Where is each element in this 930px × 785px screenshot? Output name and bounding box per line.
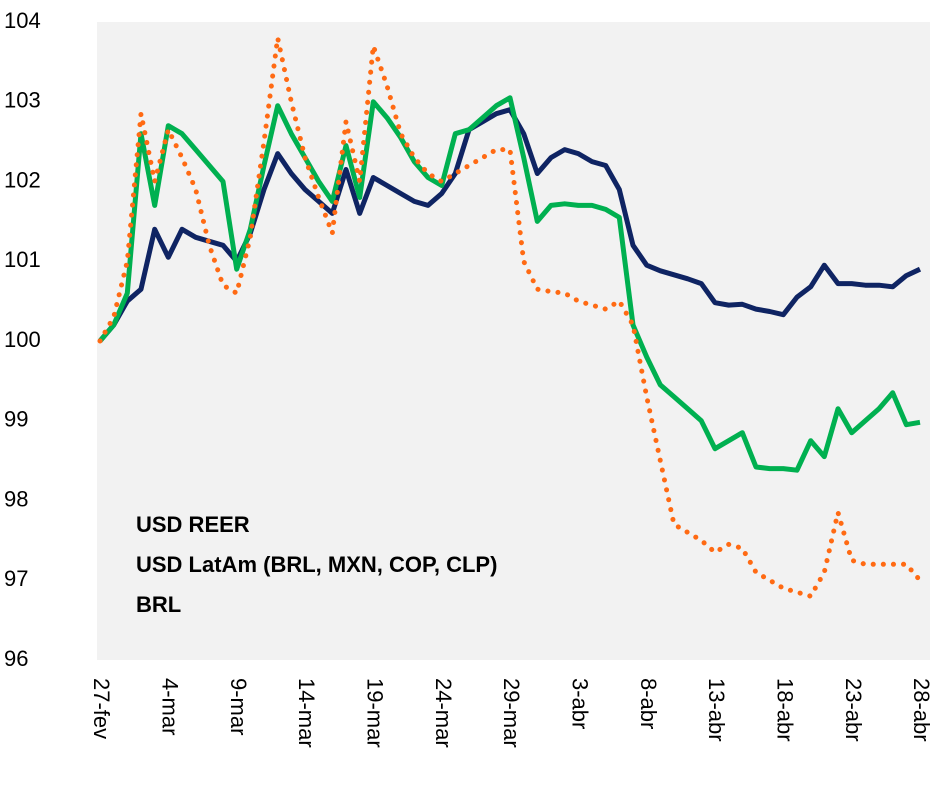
- x-tick-label: 24-mar: [431, 678, 456, 748]
- x-tick-label: 9-mar: [226, 678, 251, 735]
- x-tick-label: 13-abr: [704, 678, 729, 742]
- x-tick-label: 28-abr: [909, 678, 930, 742]
- line-series: [97, 35, 923, 599]
- x-tick-label: 14-mar: [294, 678, 319, 748]
- legend-entry: USD LatAm (BRL, MXN, COP, CLP): [136, 552, 497, 577]
- x-tick-label: 27-fev: [89, 678, 114, 739]
- x-tick-label: 8-abr: [636, 678, 661, 729]
- y-tick-label: 103: [4, 88, 41, 113]
- y-tick-label: 102: [4, 167, 41, 192]
- x-tick-label: 3-abr: [568, 678, 593, 729]
- line-series: [98, 95, 921, 473]
- y-tick-label: 98: [4, 486, 28, 511]
- plot-area: [97, 22, 930, 660]
- x-tick-label: 23-abr: [841, 678, 866, 742]
- legend-entry: BRL: [136, 592, 181, 617]
- x-tick-label: 29-mar: [499, 678, 524, 748]
- y-tick-label: 99: [4, 407, 28, 432]
- y-tick-label: 96: [4, 646, 28, 671]
- x-tick-label: 4-mar: [158, 678, 183, 735]
- y-tick-label: 101: [4, 247, 41, 272]
- x-tick-label: 19-mar: [363, 678, 388, 748]
- y-tick-label: 100: [4, 327, 41, 352]
- legend-entry: USD REER: [136, 512, 250, 537]
- x-tick-label: 18-abr: [773, 678, 798, 742]
- y-tick-label: 104: [4, 8, 41, 33]
- y-tick-label: 97: [4, 566, 28, 591]
